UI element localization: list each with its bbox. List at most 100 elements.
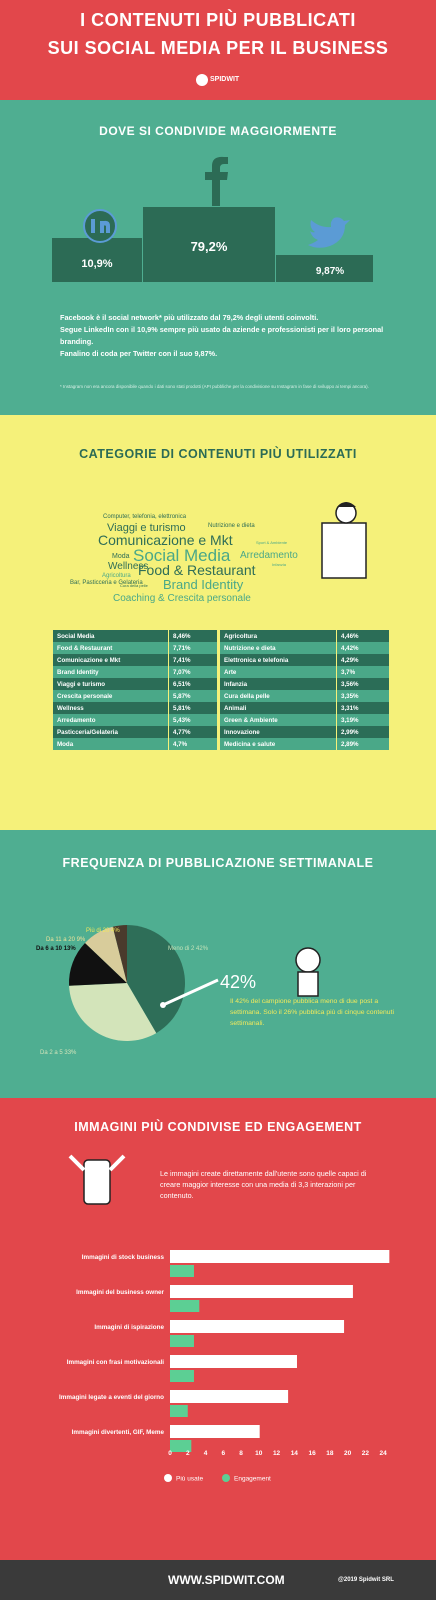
x-tick-label: 24 <box>380 1450 388 1457</box>
table-row: Food & Restaurant 7,71% Nutrizione e dieta… <box>53 642 390 654</box>
table-wrap: Social Media 8,46% Agricoltura 4,46% Food & … <box>53 630 390 750</box>
word: Nutrizione e dieta <box>208 523 255 529</box>
bar <box>170 1320 345 1333</box>
word: Agricoltura <box>102 573 131 579</box>
table-cell: Animali <box>218 702 337 714</box>
x-tick-label: 8 <box>239 1450 243 1457</box>
value-label: 4% <box>111 928 120 934</box>
table-cell: 7,07% <box>168 666 220 678</box>
table-cell: Innovazione <box>218 726 337 738</box>
table-cell: 4,46% <box>336 630 390 642</box>
legend-label: Più usate <box>176 1476 203 1483</box>
category-label: Meno di 2 <box>168 946 195 952</box>
table-cell: 7,71% <box>168 642 220 654</box>
word: Social Media <box>133 546 231 565</box>
word: Sport & Ambiente <box>256 540 288 545</box>
table-row: Crescita personale 5,87% Cura della pelle 3… <box>53 690 390 702</box>
categories-section: CATEGORIE DI CONTENUTI PIÙ UTILIZZATI Co… <box>0 415 436 830</box>
word: Wellness <box>108 561 148 572</box>
social-section: DOVE SI CONDIVIDE MAGGIORMENTE 10,9% 79,… <box>0 100 436 415</box>
table-cell: Pasticceria/Gelateria <box>53 726 169 738</box>
slice-label: Più di 20 4% <box>86 928 120 934</box>
x-tick-label: 20 <box>344 1450 352 1457</box>
podium-step <box>143 207 275 282</box>
category-label: Immagini di ispirazione <box>94 1324 164 1331</box>
table-cell: 2,89% <box>336 738 390 750</box>
pie-slice <box>112 925 127 983</box>
text-block: Le immagini create direttamente dall'ute… <box>160 1169 367 1200</box>
value-label: 13% <box>64 946 77 952</box>
images-section: IMMAGINI PIÙ CONDIVISE ED ENGAGEMENT Le … <box>0 1098 436 1560</box>
category-label: Immagini divertenti, GIF, Meme <box>71 1429 164 1436</box>
facebook-icon <box>205 156 228 206</box>
table: Social Media 8,46% Agricoltura 4,46% Food & … <box>53 630 390 750</box>
section-title: IMMAGINI PIÙ CONDIVISE ED ENGAGEMENT <box>74 1120 362 1134</box>
table-cell: Elettronica e telefonia <box>218 654 337 666</box>
value-label: 9% <box>77 937 86 943</box>
x-tick-label: 18 <box>326 1450 334 1457</box>
table-cell: Moda <box>53 738 169 750</box>
legend-swatch <box>222 1474 230 1482</box>
table-cell: 5,81% <box>168 702 220 714</box>
website: WWW.SPIDWIT.COM <box>168 1573 285 1587</box>
logo-icon <box>196 74 208 86</box>
table-cell: 3,7% <box>336 666 390 678</box>
word: Comunicazione e Mkt <box>98 532 233 548</box>
bar <box>170 1250 390 1263</box>
word: Arredamento <box>240 550 298 561</box>
word: Cura della pelle <box>120 583 149 588</box>
table-row: Moda 4,7% Medicina e salute 2,89% <box>53 738 390 750</box>
x-tick-label: 10 <box>255 1450 263 1457</box>
table-cell: Infanzia <box>218 678 337 690</box>
word: Bar, Pasticceria e Gelateria <box>70 580 143 586</box>
title: SUI SOCIAL MEDIA PER IL BUSINESS <box>47 38 389 58</box>
frequency-section: FREQUENZA DI PUBBLICAZIONE SETTIMANALE 4… <box>0 830 436 1098</box>
table-cell: Comunicazione e Mkt <box>53 654 169 666</box>
x-tick-label: 14 <box>291 1450 299 1457</box>
section-title: FREQUENZA DI PUBBLICAZIONE SETTIMANALE <box>62 856 374 870</box>
category-label: Più di 20 <box>86 928 110 934</box>
table-cell: 4,7% <box>168 738 220 750</box>
pointer <box>160 1002 166 1008</box>
x-tick-label: 6 <box>221 1450 225 1457</box>
linkedin-icon <box>91 219 95 233</box>
table-cell: Crescita personale <box>53 690 169 702</box>
word: Computer, telefonia, elettronica <box>103 514 187 520</box>
x-tick-label: 12 <box>273 1450 281 1457</box>
table-row: Brand Identity 7,07% Arte 3,7% <box>53 666 390 678</box>
podium-label: 9,87% <box>316 266 344 277</box>
table-cell: Medicina e salute <box>218 738 337 750</box>
slice-label: Da 6 a 10 13% <box>36 946 76 952</box>
word: Moda <box>112 553 130 560</box>
table-cell: Social Media <box>53 630 169 642</box>
table-cell: Brand Identity <box>53 666 169 678</box>
bar <box>170 1405 188 1417</box>
bar <box>170 1390 289 1403</box>
table-cell: 6,51% <box>168 678 220 690</box>
word: Viaggi e turismo <box>107 522 186 534</box>
section-title: DOVE SI CONDIVIDE MAGGIORMENTE <box>99 124 337 138</box>
table-cell: 7,41% <box>168 654 220 666</box>
slice-label: Da 2 a 5 33% <box>40 1050 77 1056</box>
paragraph: Segue LinkedIn con il 10,9% sempre più u… <box>60 325 384 346</box>
pointer <box>162 978 219 1007</box>
slice-label: Meno di 2 42% <box>168 946 209 952</box>
bar <box>170 1440 192 1452</box>
paragraph: Facebook è il social network* più utiliz… <box>60 313 319 322</box>
table-cell: 8,46% <box>168 630 220 642</box>
table-row: Comunicazione e Mkt 7,41% Elettronica e te… <box>53 654 390 666</box>
category-label: Immagini legate a eventi del giorno <box>59 1394 164 1401</box>
x-tick-label: 22 <box>362 1450 370 1457</box>
pie-slice <box>127 925 185 1034</box>
category-label: Immagini di stock business <box>81 1254 164 1261</box>
podium-label: 10,9% <box>81 258 112 270</box>
slice-label: Da 11 a 20 9% <box>46 937 86 943</box>
table-cell: 2,99% <box>336 726 390 738</box>
table-cell: 3,31% <box>336 702 390 714</box>
table-cell: 3,56% <box>336 678 390 690</box>
bar <box>170 1335 194 1347</box>
category-label: Immagini del business owner <box>76 1289 164 1296</box>
